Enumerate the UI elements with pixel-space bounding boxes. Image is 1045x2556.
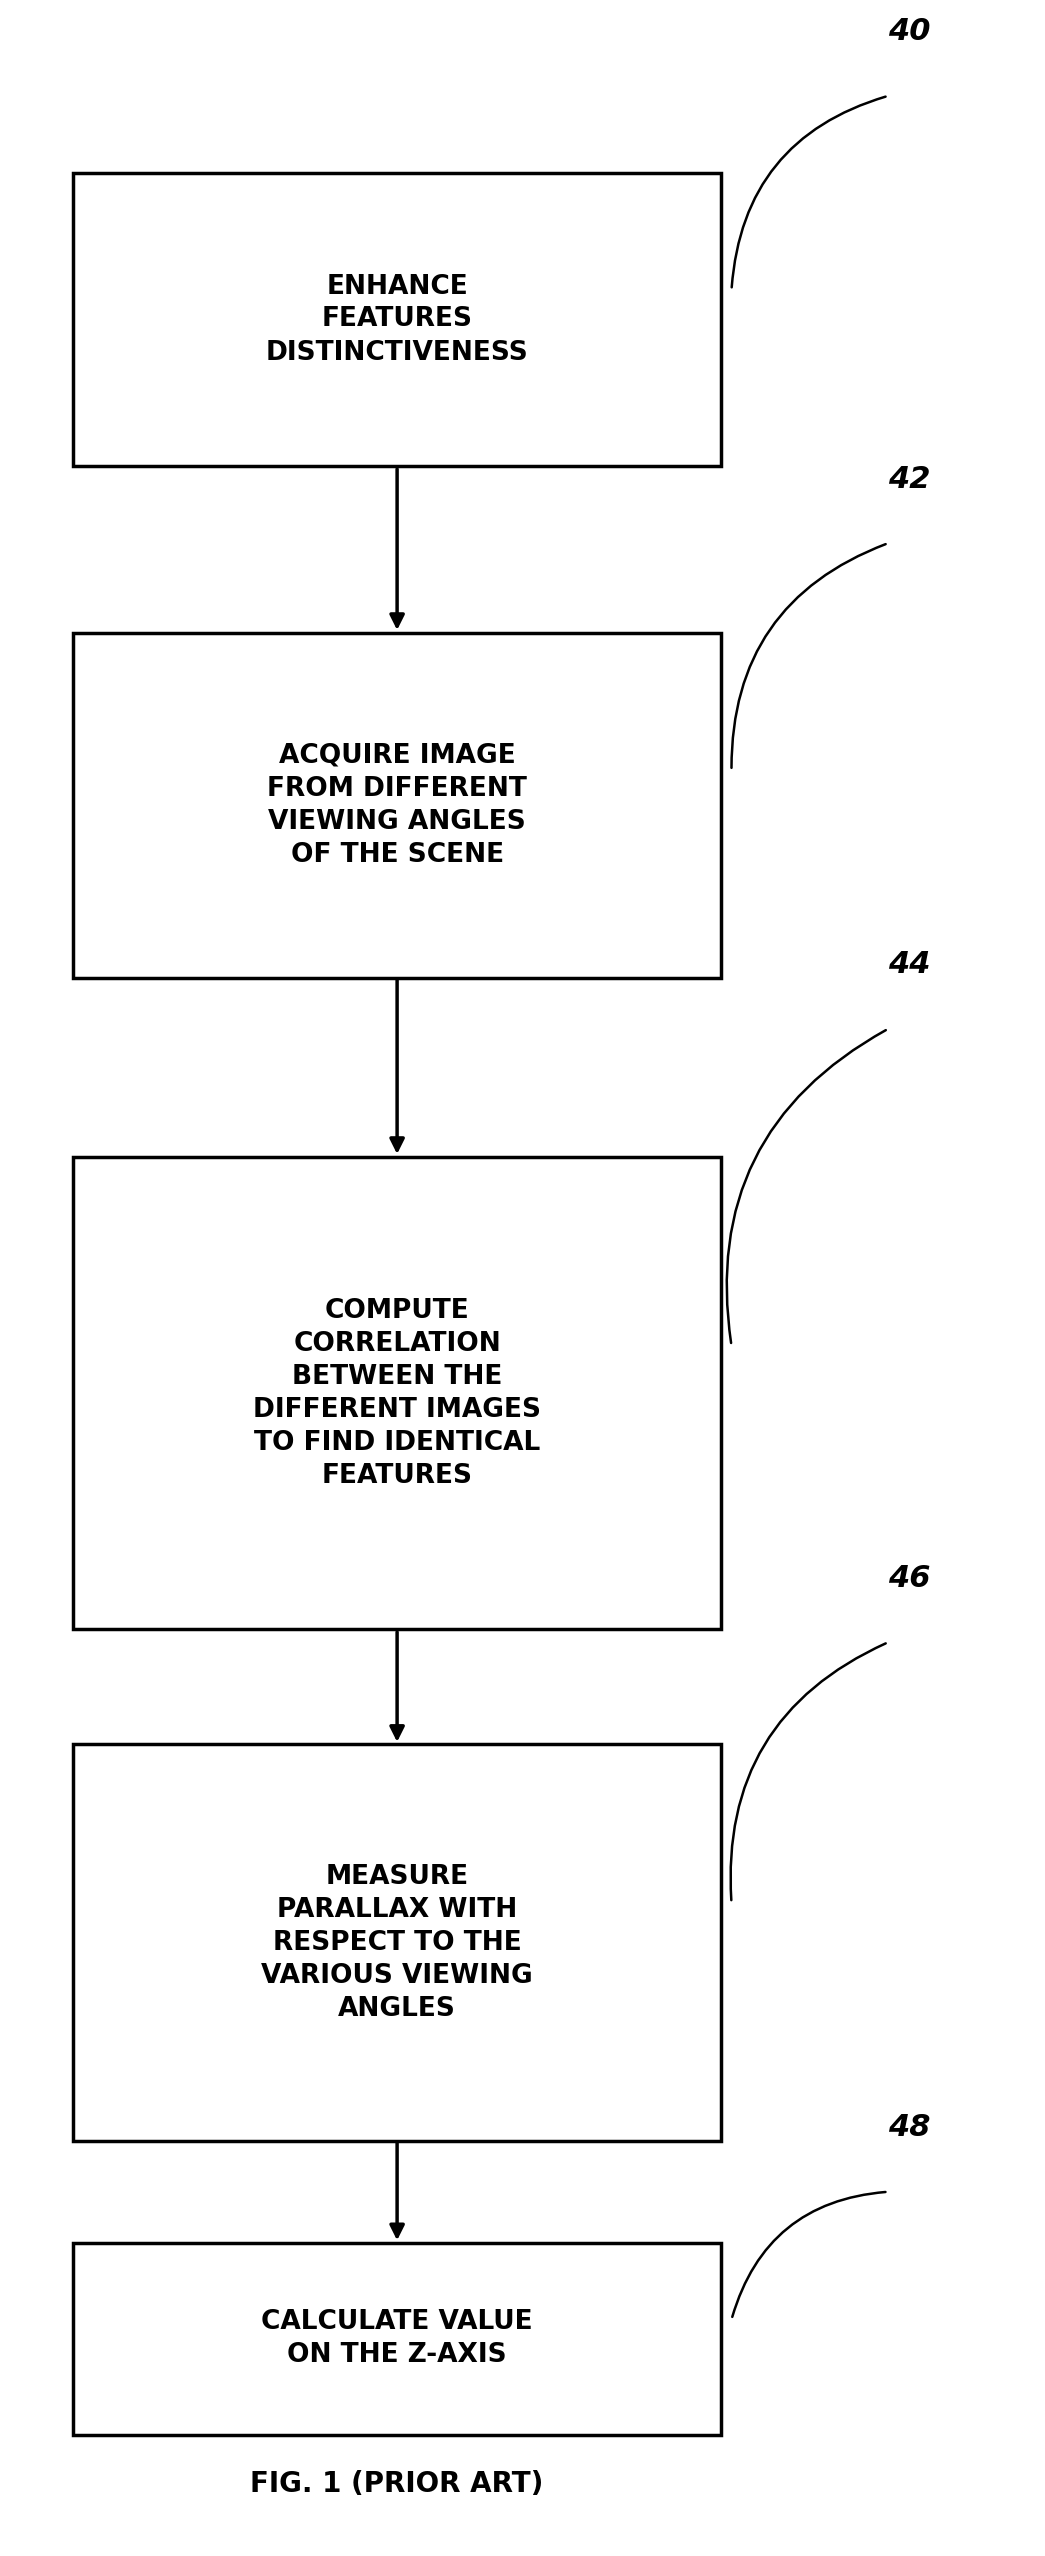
- Text: 48: 48: [888, 2114, 930, 2142]
- Text: 40: 40: [888, 18, 930, 46]
- Text: CALCULATE VALUE
ON THE Z-AXIS: CALCULATE VALUE ON THE Z-AXIS: [261, 2308, 533, 2369]
- Text: ACQUIRE IMAGE
FROM DIFFERENT
VIEWING ANGLES
OF THE SCENE: ACQUIRE IMAGE FROM DIFFERENT VIEWING ANG…: [268, 744, 527, 866]
- Text: MEASURE
PARALLAX WITH
RESPECT TO THE
VARIOUS VIEWING
ANGLES: MEASURE PARALLAX WITH RESPECT TO THE VAR…: [261, 1863, 533, 2022]
- Text: 42: 42: [888, 465, 930, 493]
- Bar: [73, 2244, 721, 2433]
- Text: 44: 44: [888, 951, 930, 979]
- Text: ENHANCE
FEATURES
DISTINCTIVENESS: ENHANCE FEATURES DISTINCTIVENESS: [265, 273, 529, 366]
- Bar: [73, 1155, 721, 1631]
- Text: 46: 46: [888, 1564, 930, 1592]
- Bar: [73, 1743, 721, 2142]
- Text: COMPUTE
CORRELATION
BETWEEN THE
DIFFERENT IMAGES
TO FIND IDENTICAL
FEATURES: COMPUTE CORRELATION BETWEEN THE DIFFEREN…: [253, 1298, 541, 1488]
- Text: FIG. 1 (PRIOR ART): FIG. 1 (PRIOR ART): [251, 2472, 543, 2497]
- Bar: [73, 171, 721, 465]
- Bar: [73, 631, 721, 976]
